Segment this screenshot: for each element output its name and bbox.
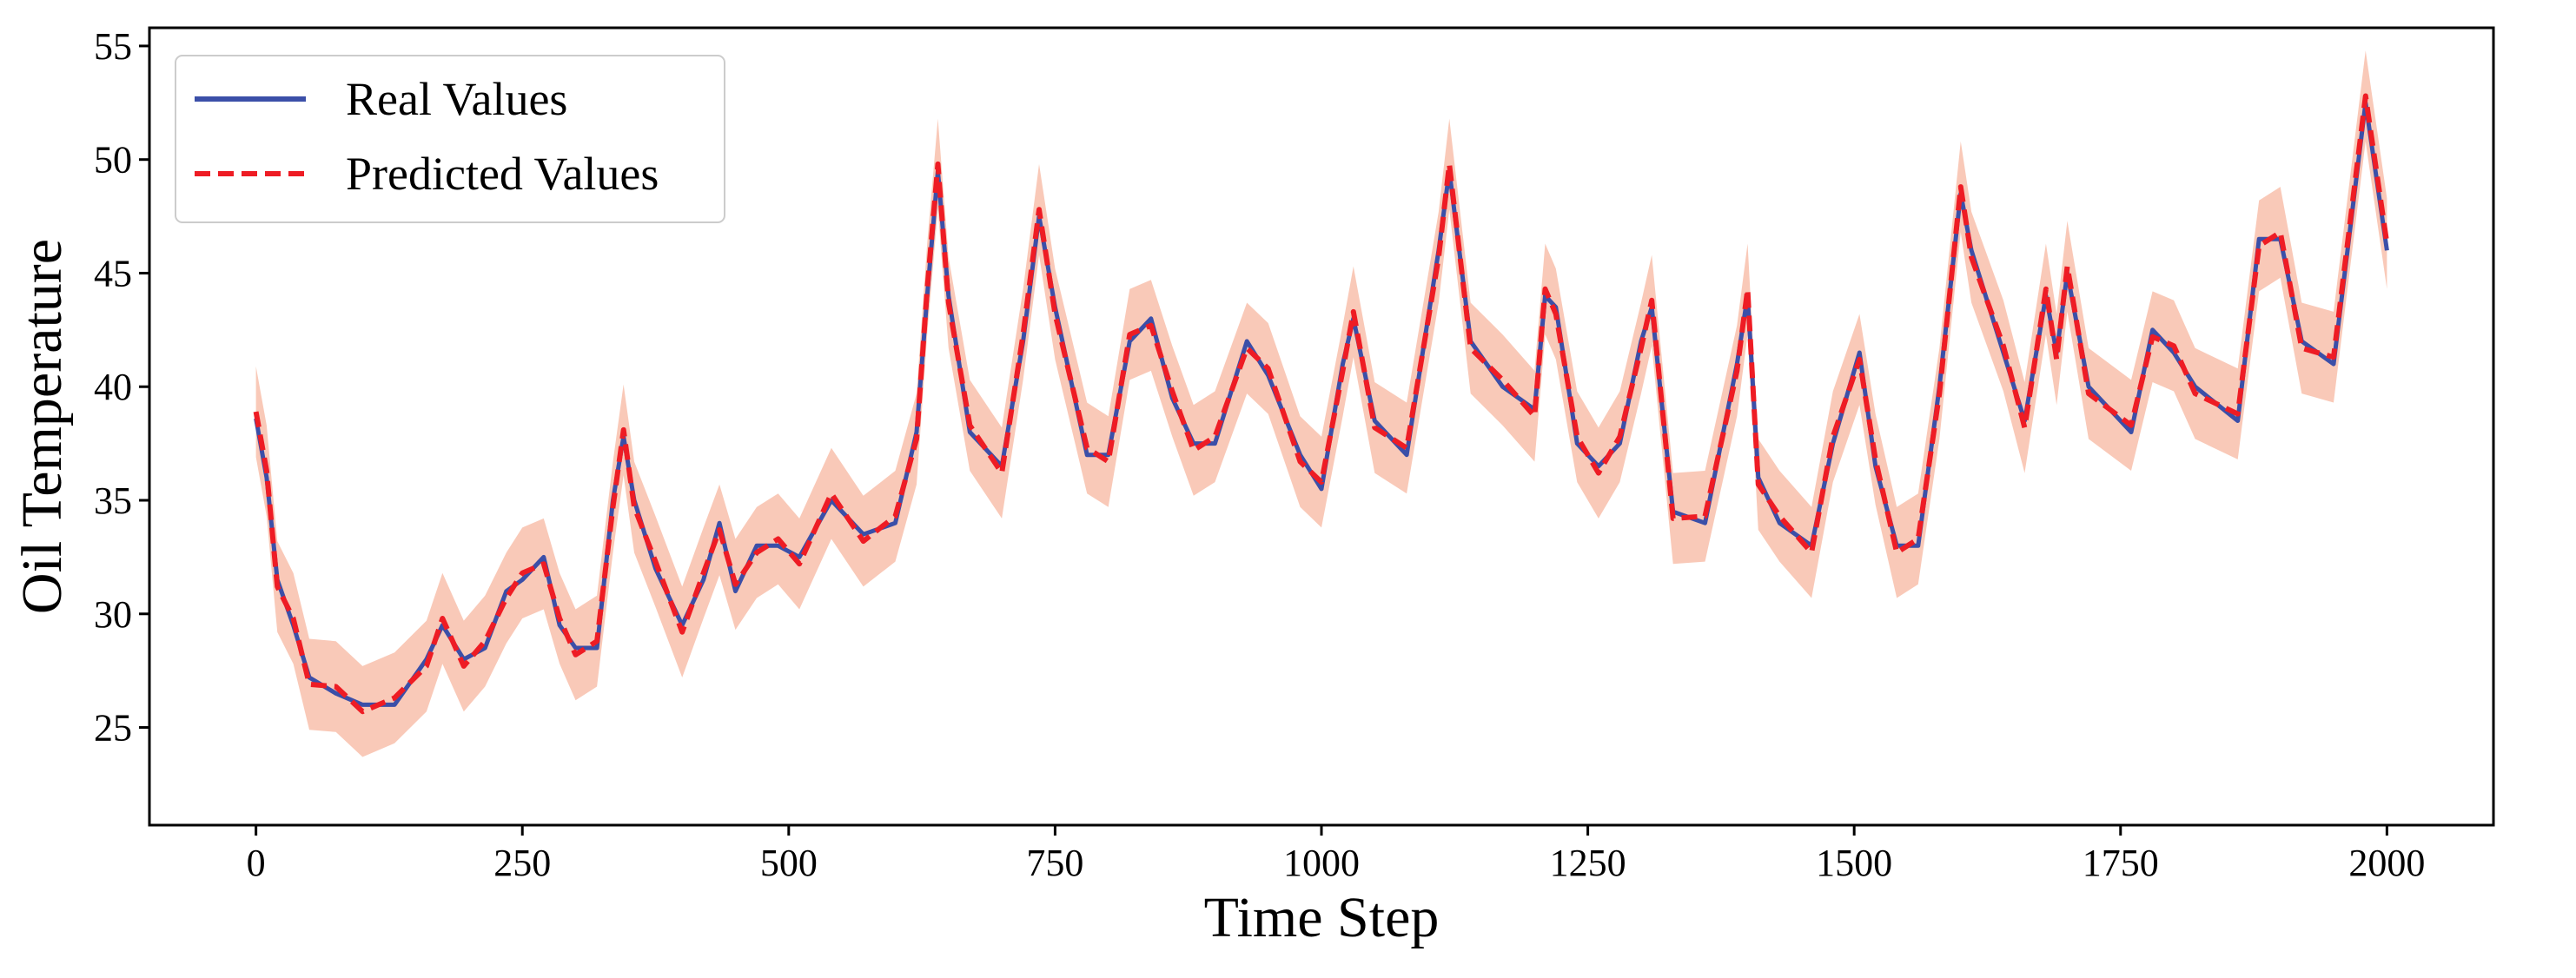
legend: Real Values Predicted Values (175, 55, 725, 223)
legend-label-predicted-values: Predicted Values (346, 148, 659, 200)
x-tick-label: 500 (760, 842, 818, 884)
x-axis-title: Time Step (1204, 886, 1440, 949)
y-tick-label: 35 (94, 479, 132, 522)
x-tick-label: 1250 (1550, 842, 1626, 884)
y-tick-label: 30 (94, 593, 132, 636)
x-tick-label: 2000 (2348, 842, 2425, 884)
x-tick-label: 0 (247, 842, 266, 884)
x-axis-ticks: 0 250 500 750 1000 1250 1500 1750 2000 (247, 825, 2425, 884)
confidence-band (255, 50, 2387, 757)
y-tick-label: 50 (94, 139, 132, 182)
x-tick-label: 1750 (2083, 842, 2159, 884)
series-layer (253, 93, 2390, 715)
x-tick-label: 1000 (1283, 842, 1360, 884)
x-tick-label: 250 (493, 842, 551, 884)
legend-box (175, 55, 725, 223)
y-axis-title: Oil Temperature (10, 239, 74, 614)
x-tick-label: 750 (1026, 842, 1083, 884)
legend-label-real-values: Real Values (346, 73, 567, 125)
confidence-band-layer (255, 50, 2387, 757)
x-tick-label: 1500 (1816, 842, 1892, 884)
y-tick-label: 25 (94, 707, 132, 750)
y-tick-label: 40 (94, 366, 132, 408)
y-tick-label: 45 (94, 252, 132, 294)
y-axis-ticks: 25 30 35 40 45 50 55 (94, 25, 149, 750)
y-tick-label: 55 (94, 25, 132, 68)
series-line-predicted-values (253, 93, 2390, 715)
